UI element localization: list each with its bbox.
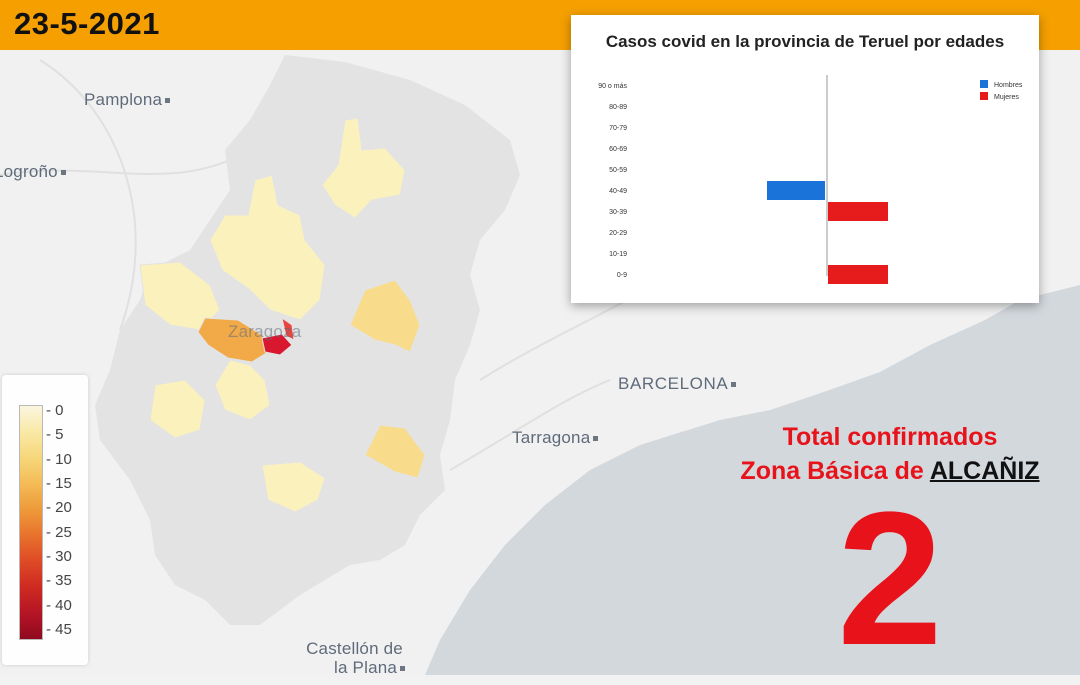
legend-tick-label: - 10 xyxy=(46,450,72,468)
city-label-tarragona: Tarragona xyxy=(512,428,599,448)
zone-calatayud xyxy=(149,379,206,439)
zone-heading: Zona Básica de ALCAÑIZ xyxy=(720,454,1060,488)
age-tick-label: 10-19 xyxy=(609,251,627,258)
color-legend: - 0 - 5 - 10 - 15 - 20 - 25 - 30 - 35 - 40 - 45 xyxy=(2,375,88,665)
city-label-pamplona: Pamplona xyxy=(84,90,171,110)
bar-hombres xyxy=(767,181,825,200)
city-marker xyxy=(593,436,599,442)
legend-tick-label: - 30 xyxy=(46,548,72,565)
sea xyxy=(425,285,1080,675)
legend-tick-label: - 15 xyxy=(46,475,72,492)
age-tick-label: 0-9 xyxy=(617,272,627,279)
age-tick-label: 20-29 xyxy=(609,230,627,237)
city-marker xyxy=(60,170,66,176)
city-label-zaragoza: Zaragoza xyxy=(228,322,302,341)
age-chart-card: 90 o más 80-89 70-79 60-69 50-59 40-49 30-39 20… xyxy=(571,15,1039,303)
bar-mujeres xyxy=(828,265,888,284)
legend-label: Mujeres xyxy=(994,94,1019,101)
city-marker xyxy=(165,98,171,104)
total-count: 2 xyxy=(837,473,943,685)
city-marker xyxy=(400,666,406,672)
city-label-barcelona: BARCELONA xyxy=(618,374,737,394)
legend-tick-label: - 45 xyxy=(46,621,72,638)
zone-prefix: Zona Básica de xyxy=(740,457,930,485)
zone-zaragoza-west xyxy=(197,317,269,363)
bar-mujeres xyxy=(828,202,888,221)
legend-color-ramp xyxy=(19,405,43,640)
total-summary: Total confirmados Zona Básica de ALCAÑIZ… xyxy=(720,420,1060,685)
city-label-logrono: Logroño xyxy=(0,162,66,182)
age-tick-label: 40-49 xyxy=(609,188,627,195)
age-tick-label: 50-59 xyxy=(609,167,627,174)
zone-cariñena xyxy=(214,359,271,421)
legend-tick-label: - 35 xyxy=(46,572,72,590)
city-marker xyxy=(731,382,737,388)
legend-tick-label: - 20 xyxy=(46,499,72,517)
legend-tick-label: - 25 xyxy=(46,523,72,541)
age-pyramid-chart: 90 o más 80-89 70-79 60-69 50-59 40-49 30-39 20… xyxy=(598,75,1023,284)
age-tick-label: 80-89 xyxy=(609,104,627,111)
zone-bajo-aragon xyxy=(364,424,426,479)
legend-tick-label: - 5 xyxy=(46,426,64,444)
legend-swatch xyxy=(980,80,988,88)
total-heading: Total confirmados xyxy=(782,423,998,451)
legend-tick-label: - 40 xyxy=(46,596,72,614)
age-tick-label: 90 o más xyxy=(598,83,627,90)
zone-jacetania xyxy=(321,117,406,219)
city-label-castellon: Castellón de la Plana xyxy=(304,639,406,677)
zone-teruel xyxy=(261,461,326,513)
legend-tick-label: - 0 xyxy=(46,402,64,419)
zone-zaragoza-north xyxy=(281,316,295,341)
zone-zaragoza-city xyxy=(261,333,293,356)
aragon-region xyxy=(95,55,520,625)
age-tick-label: 70-79 xyxy=(609,125,627,132)
age-tick-label: 30-39 xyxy=(609,209,627,216)
date-label: 23-5-2021 xyxy=(14,6,160,41)
legend-swatch xyxy=(980,92,988,100)
zone-name: ALCAÑIZ xyxy=(929,457,1040,485)
chart-title: Casos covid en la provincia de Teruel po… xyxy=(605,32,1005,51)
zone-monegros xyxy=(349,279,421,353)
zone-cinco-villas xyxy=(209,174,326,321)
age-tick-label: 60-69 xyxy=(609,146,627,153)
legend-label: Hombres xyxy=(994,82,1023,89)
